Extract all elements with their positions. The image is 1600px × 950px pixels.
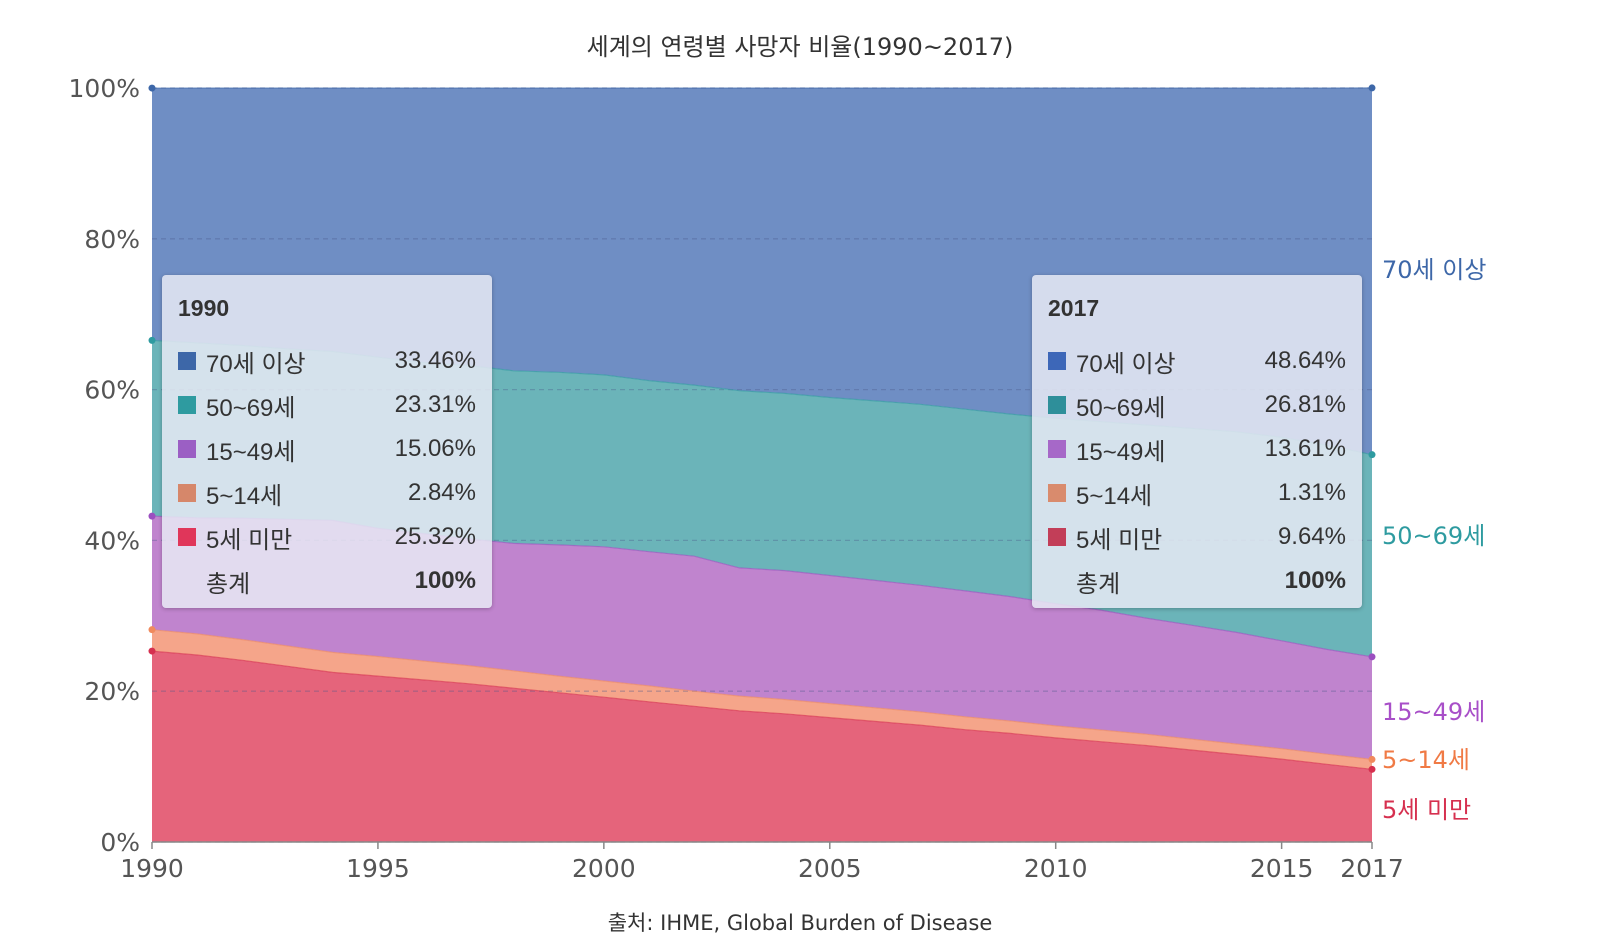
- legend-swatch: [178, 352, 196, 370]
- y-axis: 0% 20% 40% 60% 80% 100%: [69, 74, 140, 857]
- legend-row: 5세 미만 9.64%: [1048, 515, 1346, 559]
- legend-swatch: [178, 484, 196, 502]
- end-label-5~14세: 5~14세: [1382, 746, 1470, 774]
- legend-value: 15.06%: [394, 435, 476, 462]
- edge-5~14세: [151, 629, 1373, 760]
- legend-rows: 70세 이상 33.46% 50~69세 23.31% 15~49세 15.06% 5~14…: [178, 339, 476, 559]
- legend-total-row: 총계 100%: [1048, 559, 1346, 603]
- legend-1990: 1990 70세 이상 33.46% 50~69세 23.31% 15~49세 15.06…: [162, 275, 492, 608]
- y-tick-label: 60%: [84, 376, 140, 405]
- legend-total-value: 100%: [414, 567, 476, 594]
- start-point-5~14세: [148, 626, 156, 634]
- end-point-70세 이상: [1368, 84, 1376, 92]
- legend-row: 50~69세 26.81%: [1048, 383, 1346, 427]
- legend-label: 50~69세: [206, 394, 296, 422]
- legend-total-label: 총계: [206, 570, 251, 598]
- end-point-5세 미만: [1368, 765, 1376, 773]
- legend-2017: 2017 70세 이상 48.64% 50~69세 26.81% 15~49세 13.61…: [1032, 275, 1362, 608]
- legend-label: 15~49세: [206, 438, 296, 466]
- start-point-70세 이상: [148, 84, 156, 92]
- legend-swatch: [1048, 396, 1066, 414]
- legend-row: 70세 이상 48.64%: [1048, 339, 1346, 383]
- legend-value: 23.31%: [394, 391, 476, 418]
- legend-label: 5~14세: [206, 482, 283, 510]
- start-point-5세 미만: [148, 647, 156, 655]
- x-tick-label: 2010: [1024, 854, 1088, 883]
- legend-row: 5~14세 1.31%: [1048, 471, 1346, 515]
- legend-swatch: [1048, 528, 1066, 546]
- edge-5세 미만: [151, 650, 1373, 770]
- legend-total-row: 총계 100%: [178, 559, 476, 603]
- legend-total-value: 100%: [1284, 567, 1346, 594]
- y-tick-label: 20%: [84, 677, 140, 706]
- legend-swatch: [1048, 484, 1066, 502]
- x-tick-label: 2017: [1340, 854, 1404, 883]
- legend-value: 25.32%: [394, 523, 476, 550]
- legend-swatch: [178, 528, 196, 546]
- legend-year: 1990: [178, 295, 230, 321]
- end-label-50~69세: 50~69세: [1382, 522, 1485, 550]
- legend-value: 2.84%: [407, 479, 476, 506]
- legend-label: 70세 이상: [206, 350, 306, 378]
- y-tick-label: 40%: [84, 526, 140, 555]
- legend-year: 2017: [1048, 295, 1100, 321]
- start-point-50~69세: [148, 336, 156, 344]
- legend-swatch: [1048, 352, 1066, 370]
- legend-total-label: 총계: [1076, 570, 1121, 598]
- legend-swatch: [1048, 440, 1066, 458]
- end-label-15~49세: 15~49세: [1382, 698, 1485, 726]
- legend-label: 15~49세: [1076, 438, 1166, 466]
- end-point-5~14세: [1368, 755, 1376, 763]
- end-point-50~69세: [1368, 451, 1376, 459]
- legend-row: 70세 이상 33.46%: [178, 339, 476, 383]
- legend-label: 5세 미만: [1076, 526, 1163, 554]
- end-label-5세 미만: 5세 미만: [1382, 796, 1471, 824]
- x-tick-label: 2005: [798, 854, 862, 883]
- legend-value: 33.46%: [394, 347, 476, 374]
- y-tick-label: 0%: [100, 828, 140, 857]
- legend-rows: 70세 이상 48.64% 50~69세 26.81% 15~49세 13.61% 5~14…: [1048, 339, 1346, 559]
- start-point-15~49세: [148, 512, 156, 520]
- x-axis: 1990 1995 2000 2005 2010 2015 2017: [120, 841, 1404, 883]
- legend-row: 5세 미만 25.32%: [178, 515, 476, 559]
- legend-value: 1.31%: [1277, 479, 1346, 506]
- legend-value: 26.81%: [1264, 391, 1346, 418]
- x-tick-label: 2000: [572, 854, 636, 883]
- legend-swatch: [178, 440, 196, 458]
- legend-value: 13.61%: [1264, 435, 1346, 462]
- legend-swatch: [178, 396, 196, 414]
- end-label-70세 이상: 70세 이상: [1382, 256, 1486, 284]
- legend-row: 15~49세 15.06%: [178, 427, 476, 471]
- legend-row: 50~69세 23.31%: [178, 383, 476, 427]
- legend-label: 50~69세: [1076, 394, 1166, 422]
- x-tick-label: 1995: [346, 854, 410, 883]
- legend-label: 5세 미만: [206, 526, 293, 554]
- chart-title: 세계의 연령별 사망자 비율(1990~2017): [587, 33, 1014, 61]
- y-tick-label: 80%: [84, 225, 140, 254]
- legend-label: 70세 이상: [1076, 350, 1176, 378]
- x-tick-label: 1990: [120, 854, 184, 883]
- series-end-labels: 70세 이상 50~69세 15~49세 5~14세 5세 미만: [1382, 256, 1486, 824]
- area-5세 미만: [152, 651, 1372, 842]
- legend-row: 15~49세 13.61%: [1048, 427, 1346, 471]
- legend-value: 9.64%: [1277, 523, 1346, 550]
- chart-source: 출처: IHME, Global Burden of Disease: [608, 911, 993, 935]
- legend-label: 5~14세: [1076, 482, 1153, 510]
- end-point-15~49세: [1368, 653, 1376, 661]
- x-tick-label: 2015: [1250, 854, 1314, 883]
- legend-row: 5~14세 2.84%: [178, 471, 476, 515]
- y-tick-label: 100%: [69, 74, 140, 103]
- legend-value: 48.64%: [1264, 347, 1346, 374]
